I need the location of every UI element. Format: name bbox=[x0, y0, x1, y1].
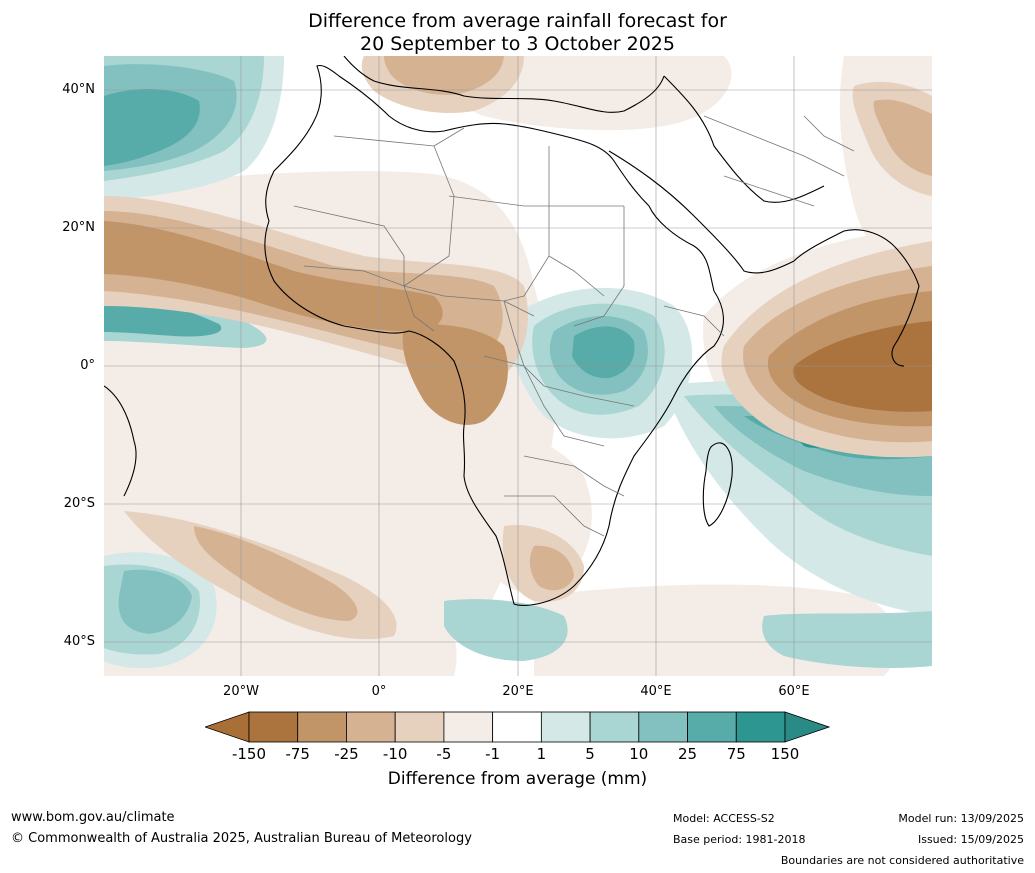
latitude-label-20s: 20°S bbox=[63, 496, 95, 511]
longitude-label-60e: 60°E bbox=[778, 684, 810, 699]
dry-shading-southern-africa bbox=[529, 545, 574, 591]
colorbar-title: Difference from average (mm) bbox=[387, 769, 648, 789]
wet-shading-far-south bbox=[444, 599, 568, 661]
longitude-label-40e: 40°E bbox=[640, 684, 672, 699]
rainfall-difference-map bbox=[104, 56, 932, 676]
dry-shading-arabian-sea bbox=[792, 321, 932, 412]
colorbar-tick-label: -150 bbox=[231, 745, 267, 763]
longitude-label-0: 0° bbox=[371, 684, 387, 699]
model-run-text: Model run: 13/09/2025 bbox=[898, 812, 1024, 825]
colorbar-arrow-high bbox=[784, 711, 830, 743]
website-link[interactable]: www.bom.gov.au/climate bbox=[11, 810, 175, 825]
dry-shading-med bbox=[384, 56, 504, 95]
wet-shading-east-africa bbox=[572, 326, 635, 379]
latitude-label-40s: 40°S bbox=[63, 634, 95, 649]
map-title-line-2: 20 September to 3 October 2025 bbox=[360, 33, 675, 55]
model-text: Model: ACCESS-S2 bbox=[673, 812, 775, 825]
colorbar-tick-label: -10 bbox=[382, 745, 408, 763]
colorbar-tick-label: 5 bbox=[585, 745, 595, 763]
colorbar-bin-neutral bbox=[492, 711, 542, 743]
colorbar-bin-w5_10 bbox=[589, 711, 640, 743]
colorbar-bin-d5_1 bbox=[443, 711, 494, 743]
wet-shading-north-atlantic bbox=[104, 89, 200, 166]
dry-shading-sahel bbox=[104, 221, 443, 332]
colorbar-tick-label: 25 bbox=[677, 745, 698, 763]
colorbar-tick-label: 10 bbox=[629, 745, 649, 763]
longitude-label-20w: 20°W bbox=[223, 684, 259, 699]
base-period-text: Base period: 1981-2018 bbox=[673, 833, 806, 846]
colorbar-bin-w75_150 bbox=[735, 711, 786, 743]
dry-shading-india bbox=[873, 99, 932, 176]
colorbar-arrow-low bbox=[205, 711, 250, 743]
colorbar-tick-label: 150 bbox=[770, 745, 800, 763]
map-title-line-1: Difference from average rainfall forecas… bbox=[308, 10, 727, 32]
longitude-label-20e: 20°E bbox=[502, 684, 534, 699]
country-boundaries bbox=[293, 115, 855, 537]
colorbar-tick-label: 75 bbox=[726, 745, 746, 763]
latitude-label-40n: 40°N bbox=[62, 82, 95, 97]
graticule bbox=[104, 56, 932, 676]
wet-shading-far-south bbox=[762, 611, 932, 668]
latitude-label-20n: 20°N bbox=[62, 220, 95, 235]
colorbar bbox=[205, 711, 830, 743]
copyright-text: © Commonwealth of Australia 2025, Austra… bbox=[11, 831, 472, 846]
colorbar-tick-label: -75 bbox=[285, 745, 310, 763]
colorbar-bin-w10_25 bbox=[638, 711, 688, 743]
disclaimer-text: Boundaries are not considered authoritat… bbox=[780, 854, 1024, 867]
colorbar-bin-d75_25 bbox=[297, 711, 347, 743]
colorbar-tick-label: 1 bbox=[536, 745, 547, 763]
colorbar-bin-d25_10 bbox=[346, 711, 396, 743]
colorbar-bin-d150_75 bbox=[248, 711, 299, 743]
colorbar-bin-w25_75 bbox=[687, 711, 737, 743]
dry-shading-congo bbox=[402, 324, 508, 425]
wet-shading-south-atlantic bbox=[118, 569, 192, 634]
colorbar-tick-label: -5 bbox=[436, 745, 452, 763]
dry-shading-south-atlantic bbox=[194, 526, 358, 621]
issued-text: Issued: 15/09/2025 bbox=[917, 833, 1024, 846]
colorbar-bin-w1_5 bbox=[540, 711, 591, 743]
latitude-label-0: 0° bbox=[80, 358, 95, 373]
colorbar-tick-label: -1 bbox=[485, 745, 501, 763]
colorbar-tick-label: -25 bbox=[334, 745, 359, 763]
colorbar-bin-d10_5 bbox=[394, 711, 445, 743]
coastline bbox=[104, 56, 920, 606]
